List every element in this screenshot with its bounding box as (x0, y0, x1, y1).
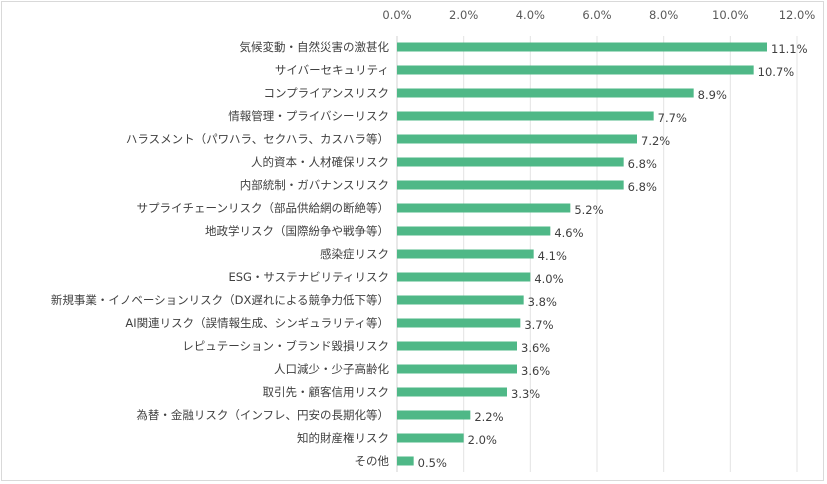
category-label: 新規事業・イノベーションリスク（DX遅れによる競争力低下等） (51, 293, 389, 307)
category-label: AI関連リスク（誤情報生成、シンギュラリティ等） (125, 316, 389, 330)
data-label: 2.2% (474, 410, 503, 424)
bar (397, 272, 531, 282)
category-label: レピュテーション・ブランド毀損リスク (182, 339, 389, 353)
category-label: 感染症リスク (320, 247, 389, 261)
bar (397, 318, 521, 328)
category-label: 地政学リスク（国際紛争や戦争等） (205, 224, 389, 238)
data-label: 8.9% (698, 88, 727, 102)
bar (397, 249, 534, 259)
category-label: 取引先・顧客信用リスク (263, 385, 390, 399)
category-label: 人口減少・少子高齢化 (274, 362, 389, 376)
data-label: 4.0% (534, 272, 563, 286)
bar (397, 65, 754, 75)
data-label: 3.3% (511, 387, 540, 401)
data-label: 3.6% (521, 341, 550, 355)
category-label: 内部統制・ガバナンスリスク (240, 178, 389, 192)
data-label: 5.2% (574, 203, 603, 217)
category-label: 為替・金融リスク（インフレ、円安の長期化等） (136, 408, 389, 422)
data-label: 7.2% (641, 134, 670, 148)
category-label: 人的資本・人材確保リスク (251, 155, 389, 169)
category-label: サプライチェーンリスク（部品供給網の断絶等） (137, 201, 389, 215)
data-label: 3.6% (521, 364, 550, 378)
category-label: サイバーセキュリティ (275, 63, 389, 77)
data-label: 6.8% (628, 157, 657, 171)
x-tick-label: 0.0% (382, 8, 411, 22)
data-label: 0.5% (418, 456, 447, 470)
category-label: 気候変動・自然災害の激甚化 (240, 40, 390, 54)
x-tick-label: 4.0% (516, 8, 545, 22)
bar (397, 42, 767, 52)
bar (397, 387, 507, 397)
category-label: その他 (355, 454, 390, 468)
bar (397, 88, 694, 98)
bar (397, 134, 637, 144)
bar (397, 364, 517, 374)
x-tick-label: 10.0% (712, 8, 749, 22)
x-tick-label: 8.0% (649, 8, 678, 22)
data-label: 7.7% (658, 111, 687, 125)
data-label: 10.7% (758, 65, 795, 79)
bar (397, 226, 551, 236)
x-tick-label: 2.0% (449, 8, 478, 22)
bar (397, 410, 471, 420)
category-label: コンプライアンスリスク (264, 86, 389, 100)
data-label: 6.8% (628, 180, 657, 194)
data-label: 11.1% (771, 42, 808, 56)
bar (397, 180, 624, 190)
data-label: 4.6% (554, 226, 583, 240)
bar (397, 341, 517, 351)
category-label: 情報管理・プライバシーリスク (228, 109, 389, 123)
category-label: ESG・サステナビリティリスク (228, 270, 389, 284)
bar (397, 157, 624, 167)
x-tick-label: 12.0% (779, 8, 816, 22)
bar (397, 295, 524, 305)
bar (397, 111, 654, 121)
data-label: 4.1% (538, 249, 567, 263)
category-label: 知的財産権リスク (297, 431, 389, 445)
bar (397, 456, 414, 466)
data-label: 3.7% (524, 318, 553, 332)
x-tick-label: 6.0% (582, 8, 611, 22)
category-label: ハラスメント（パワハラ、セクハラ、カスハラ等） (126, 132, 389, 146)
bar (397, 433, 464, 443)
bar (397, 203, 571, 213)
data-label: 2.0% (468, 433, 497, 447)
data-label: 3.8% (528, 295, 557, 309)
